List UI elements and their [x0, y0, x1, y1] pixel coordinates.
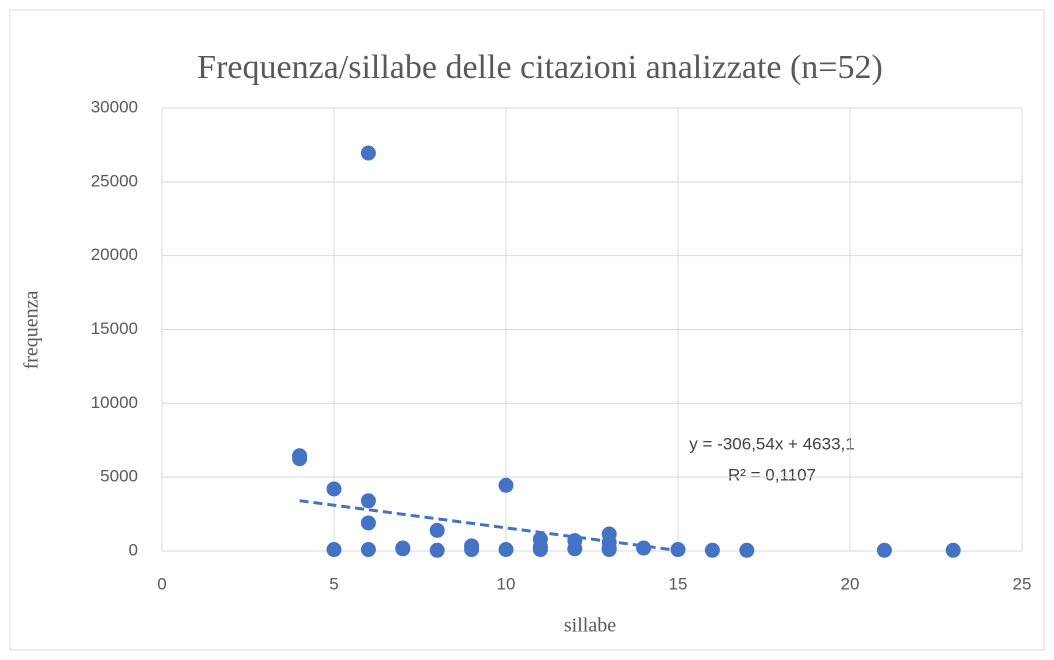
point	[601, 542, 617, 558]
point	[360, 145, 376, 161]
y-tick-label: 15000	[91, 319, 138, 338]
point	[395, 541, 411, 557]
x-tick-label: 20	[841, 574, 860, 593]
x-tick-label: 5	[329, 574, 338, 593]
x-tick-label: 25	[1013, 574, 1032, 593]
y-tick-label: 25000	[91, 171, 138, 190]
point	[945, 542, 961, 558]
x-tick-label: 10	[497, 574, 516, 593]
point	[360, 493, 376, 509]
y-tick-label: 10000	[91, 393, 138, 412]
x-axis-label: sillabe	[564, 615, 616, 637]
trendline-equation: y = -306,54x + 4633,1	[689, 434, 854, 453]
point	[360, 542, 376, 558]
point	[292, 451, 308, 467]
point	[360, 515, 376, 531]
y-tick-label: 5000	[100, 467, 138, 486]
point	[739, 542, 755, 558]
point	[498, 542, 514, 558]
y-tick-label: 20000	[91, 245, 138, 264]
point	[532, 542, 548, 558]
point	[567, 541, 583, 557]
trendline	[299, 499, 682, 553]
x-tick-label: 0	[157, 574, 166, 593]
y-axis-label: frequenza	[21, 290, 43, 369]
point	[704, 542, 720, 558]
point	[326, 542, 342, 558]
point	[326, 481, 342, 497]
point	[429, 522, 445, 538]
point	[498, 477, 514, 493]
point	[876, 542, 892, 558]
chart-title: Frequenza/sillabe delle citazioni analiz…	[197, 49, 883, 86]
y-tick-label: 30000	[91, 97, 138, 116]
x-tick-label: 15	[669, 574, 688, 593]
point	[429, 542, 445, 558]
y-tick-label: 0	[129, 540, 138, 559]
point	[464, 542, 480, 558]
trendline-r2: R² = 0,1107	[728, 465, 816, 484]
